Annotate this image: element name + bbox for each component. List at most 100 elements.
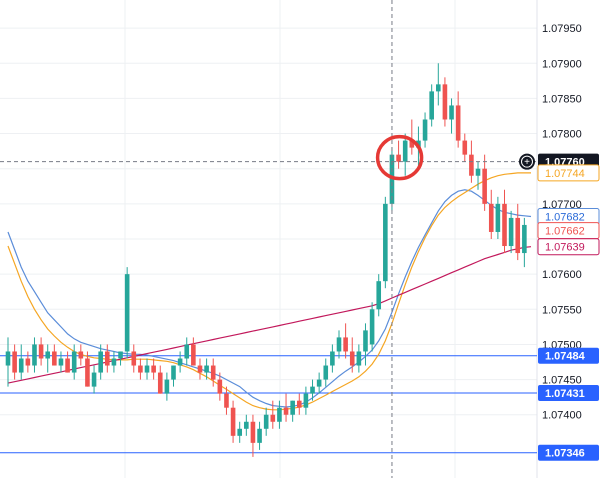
candle [369,302,375,352]
candle-body [210,365,216,380]
candle [237,421,242,443]
candle-body [508,217,514,247]
candle [363,323,368,366]
candle [164,372,170,401]
candle-body [449,105,454,120]
candle [204,358,209,380]
price-label-text: 1.07639 [545,242,585,254]
candle-body [442,84,448,120]
candle-body [91,372,97,387]
candle-body [429,91,434,120]
candle [396,140,401,169]
candle-body [45,351,51,359]
candle-body [296,400,302,408]
price-label-text: 1.07484 [545,351,586,363]
candle-body [98,351,103,373]
candle-body [118,351,123,359]
candle-body [157,372,163,394]
candle-body [515,217,521,254]
candle-body [164,379,170,394]
candle [515,203,521,261]
candle-body [217,379,223,394]
candle [323,358,329,387]
candle-body [58,358,64,366]
candle [91,365,97,394]
candle [429,84,434,127]
candle-body [263,414,269,429]
candle [436,63,441,106]
horizontal-levels[interactable] [0,355,537,454]
candle-body [191,344,196,366]
candle-body [475,168,481,176]
candle [330,344,335,373]
price-label-ma-mid: 1.07744 [537,164,600,182]
candle-body [131,351,137,366]
candle [191,337,196,366]
candle [111,351,117,373]
plus-circle-icon[interactable]: + [519,153,535,170]
y-tick-label: 1.07400 [542,410,582,422]
price-label-ma-fast: 1.07682 [537,208,600,226]
price-label-level: 1.07346 [538,444,599,461]
candle [475,161,481,190]
highlight-circle[interactable] [375,134,424,181]
annotations[interactable]: + [375,134,535,181]
price-label-level: 1.07431 [538,384,599,401]
candle-body [277,407,282,422]
moving-averages [7,172,532,411]
candle-body [138,365,143,373]
crosshair [0,0,537,478]
candle [455,91,461,148]
grid-lines [0,0,537,478]
candle [409,119,415,155]
price-label-text: 1.07682 [545,212,585,224]
candle-body [5,351,11,366]
price-label-price: 1.07662 [537,222,600,240]
candle [283,393,289,422]
candle-body [495,203,501,232]
candle-body [78,351,84,359]
candle-body [184,344,190,359]
y-tick-label: 1.07450 [542,375,582,387]
candle [343,323,348,359]
candle-body [522,224,527,254]
candle [210,358,216,387]
candle-body [462,140,468,155]
candle-body [111,358,117,366]
candle [356,344,362,373]
price-label-text: 1.07662 [545,226,585,238]
candle [244,414,249,436]
candle-body [363,330,368,352]
candle [124,267,130,359]
ma-line-ma-mid [7,172,531,411]
candle [197,358,203,380]
candle [310,379,315,401]
candle [157,365,163,394]
candle-body [237,428,242,436]
candle [402,133,408,176]
candle-body [38,344,44,359]
candle [270,400,276,429]
candle [449,98,454,134]
candle-body [396,154,401,162]
candle [118,351,123,366]
price-label-level: 1.07484 [538,347,599,364]
candle [5,337,11,387]
price-label-text: 1.07744 [545,168,585,180]
candle [383,196,388,289]
candle [217,372,223,401]
candle [144,358,150,380]
candle-body [383,203,388,282]
candle [230,400,236,443]
candle-body [402,140,408,162]
candle-body [283,407,289,415]
candle-body [250,421,256,443]
candle [277,400,282,429]
candle-body [422,119,428,141]
candle-body [336,337,342,352]
y-tick-label: 1.07550 [542,304,582,316]
candle [257,421,262,450]
y-tick-label: 1.07600 [542,269,582,281]
